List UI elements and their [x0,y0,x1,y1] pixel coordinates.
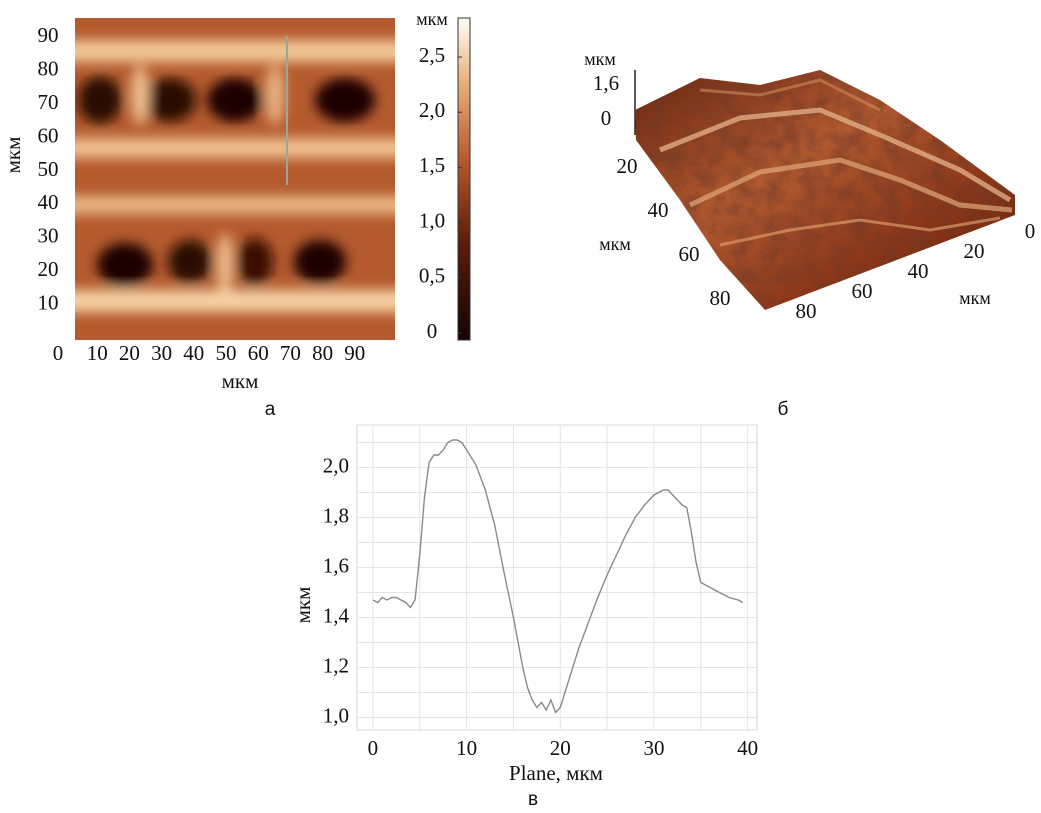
x-tick-label: 90 [344,341,365,365]
x-tick-label: 20 [119,341,140,365]
x-tick-label: 70 [280,341,301,365]
x-axis-label: Plane, мкм [509,761,603,785]
colorbar-tick-label: 0 [427,319,438,343]
x-tick-label: 50 [216,341,237,365]
axis-tick-label: 40 [908,259,929,283]
y-tick-label: 10 [38,290,59,314]
y-tick-label: 1,6 [323,553,349,577]
colorbar-tick-label: 1,5 [419,153,445,177]
colorbar-tick-label: 2,0 [419,98,445,122]
x-tick-label: 40 [183,341,204,365]
origin-label: 0 [53,341,64,365]
surface-3d [634,70,1015,310]
x-tick-label: 60 [248,341,269,365]
colorbar-tick-label: 1,0 [419,208,445,232]
colorbar-tick-label: 0,5 [419,264,445,288]
x-axis-label: мкм [222,369,259,393]
data-line [372,439,744,714]
x-tick-label: 30 [151,341,172,365]
y-tick-label: 2,0 [323,453,349,477]
y-tick-label: 70 [38,90,59,114]
colorbar [457,17,471,341]
axis-unit: мкм [959,288,991,308]
y-tick-label: 80 [38,57,59,81]
plot-area [356,424,758,731]
x-tick-label: 20 [550,736,571,760]
axis-tick-label: 40 [648,198,669,222]
x-tick-label: 0 [368,736,379,760]
x-tick-label: 80 [312,341,333,365]
x-tick-label: 10 [456,736,477,760]
z-tick-label: 0 [601,106,612,130]
caption: а [265,399,276,420]
y-tick-label: 90 [38,23,59,47]
y-tick-label: 1,8 [323,503,349,527]
x-tick-label: 10 [87,341,108,365]
axis-tick-label: 60 [679,242,700,266]
colorbar-tick-label: 2,5 [419,43,445,67]
axis-tick-label: 80 [710,286,731,310]
afm-image [75,18,395,340]
x-tick-label: 30 [643,736,664,760]
y-axis-label: мкм [291,587,315,624]
axis-tick-label: 80 [796,299,817,323]
y-tick-label: 60 [38,123,59,147]
y-tick-label: 1,0 [323,703,349,727]
y-tick-label: 50 [38,157,59,181]
y-tick-label: 20 [38,257,59,281]
caption: б [778,399,789,420]
axis-tick-label: 0 [1025,219,1036,243]
axis-tick-label: 60 [852,279,873,303]
y-tick-label: 40 [38,190,59,214]
x-tick-label: 40 [737,736,758,760]
axis-tick-label: 20 [617,154,638,178]
y-tick-label: 1,2 [323,653,349,677]
axis-tick-label: 20 [964,239,985,263]
y-axis-label: мкм [1,137,25,174]
caption: в [528,789,538,810]
z-axis-unit: мкм [584,49,616,69]
axis-unit: мкм [599,234,631,254]
y-tick-label: 30 [38,224,59,248]
colorbar-unit: мкм [416,9,448,29]
z-tick-label: 1,6 [593,71,619,95]
y-tick-label: 1,4 [323,603,350,627]
